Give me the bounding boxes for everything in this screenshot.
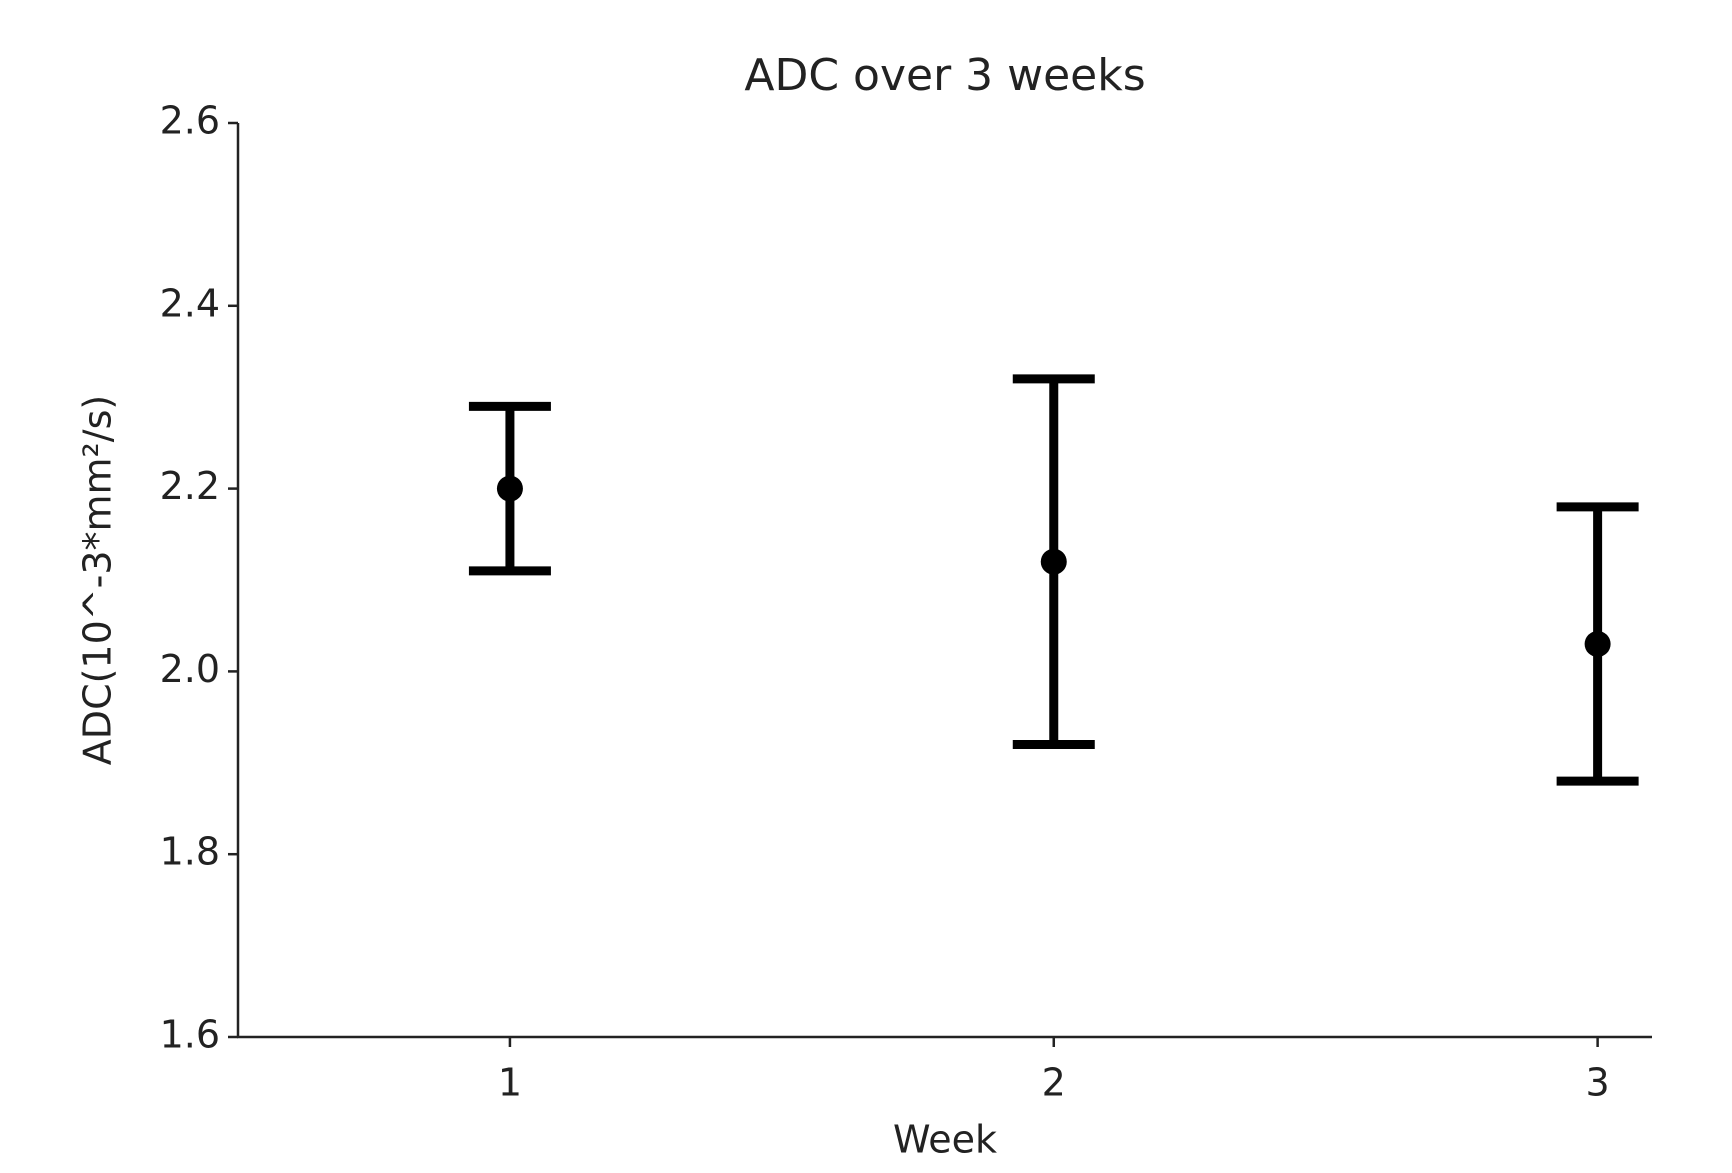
point <box>496 475 523 502</box>
x-tick-label: 1 <box>498 1061 522 1105</box>
x-tick-label: 3 <box>1586 1061 1610 1105</box>
y-axis-label: ADC(10^-3*mm²/s) <box>76 395 120 765</box>
y-tick-label: 2.2 <box>160 464 220 508</box>
point <box>1584 630 1611 657</box>
y-tick-label: 2.0 <box>160 647 220 691</box>
x-tick-label: 2 <box>1042 1061 1066 1105</box>
chart-title: ADC over 3 weeks <box>744 50 1145 101</box>
y-tick-label: 2.6 <box>160 99 220 143</box>
x-axis-label: Week <box>893 1118 997 1162</box>
y-tick-label: 1.6 <box>160 1013 220 1057</box>
y-tick-label: 2.4 <box>160 281 220 325</box>
point <box>1040 548 1067 575</box>
y-tick-label: 1.8 <box>160 830 220 874</box>
